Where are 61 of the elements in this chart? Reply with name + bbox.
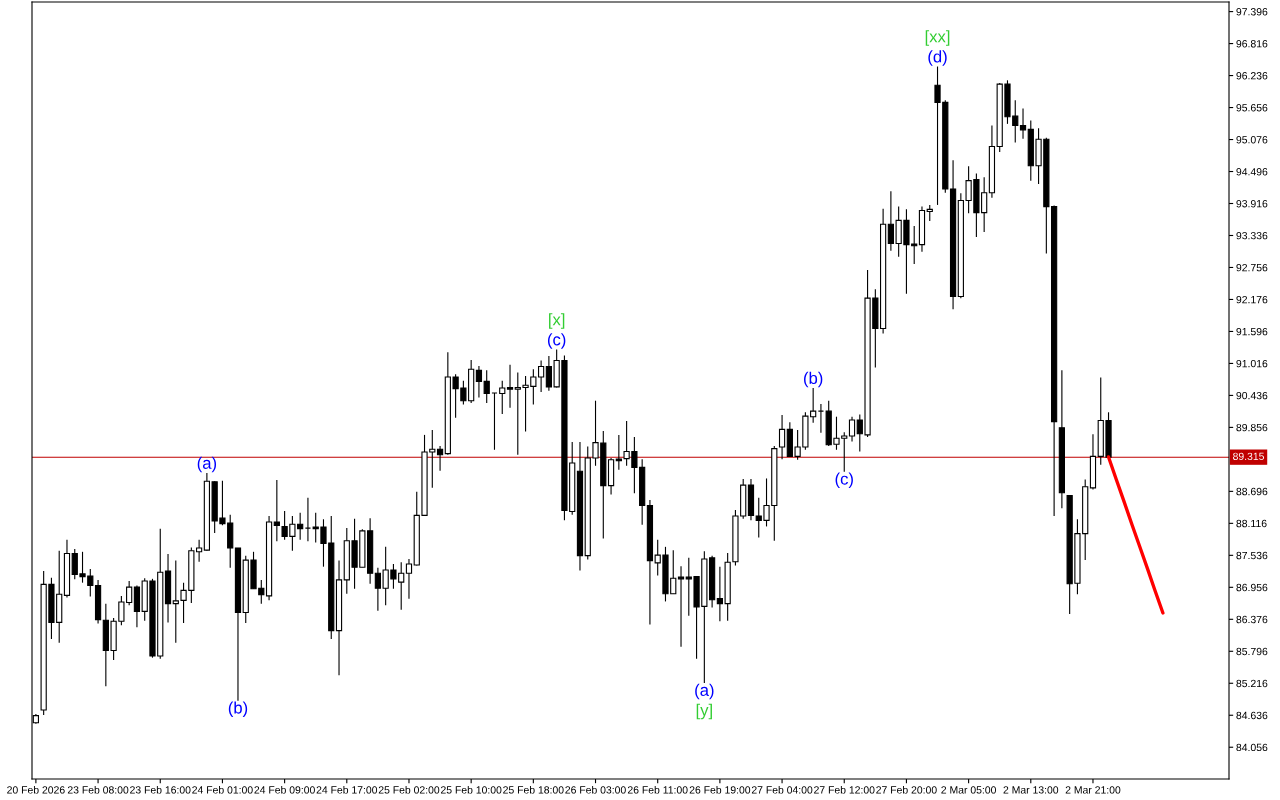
x-tick-label: 27 Feb 20:00 (876, 785, 937, 794)
y-tick-label: 86.956 (1236, 583, 1268, 592)
annotation: [y] (696, 703, 712, 720)
x-tick-label: 23 Feb 16:00 (130, 785, 191, 794)
y-tick-label: 93.916 (1236, 200, 1268, 208)
x-tick-label: 27 Feb 04:00 (751, 785, 813, 794)
annotation: (a) (695, 683, 714, 700)
annotation: (c) (547, 333, 566, 349)
y-tick-label: 92.176 (1236, 295, 1268, 304)
candlestick (273, 479, 280, 542)
y-tick-label: 84.636 (1236, 711, 1268, 720)
x-tick-label: 26 Feb 19:00 (689, 785, 751, 794)
y-tick-label: 93.336 (1236, 231, 1268, 240)
x-tick-label: 25 Feb 02:00 (378, 785, 440, 794)
y-tick-label: 95.076 (1236, 136, 1268, 144)
candlestick (499, 380, 506, 415)
y-tick-label: 87.536 (1236, 551, 1268, 560)
candlestick (405, 558, 413, 600)
y-tick-label: 88.696 (1236, 487, 1268, 496)
candlestick (491, 392, 498, 451)
ref-line-label: 89.315 (1233, 452, 1265, 461)
annotation: (b) (228, 701, 248, 717)
y-tick-label: 97.396 (1236, 8, 1268, 16)
y-tick-label: 96.236 (1236, 72, 1268, 80)
y-tick-label: 90.436 (1236, 391, 1268, 400)
annotation: (c) (835, 472, 853, 489)
y-tick-label: 96.816 (1236, 40, 1268, 48)
candlestick (778, 414, 786, 460)
y-tick-label: 92.756 (1236, 263, 1268, 272)
x-tick-label: 24 Feb 17:00 (316, 785, 378, 794)
y-tick-label: 86.376 (1236, 615, 1268, 624)
x-tick-label: 2 Mar 13:00 (1003, 786, 1059, 794)
annotation: (b) (804, 371, 823, 388)
y-tick-label: 91.016 (1236, 359, 1268, 368)
y-tick-label: 95.656 (1236, 104, 1268, 112)
x-tick-label: 23 Feb 08:00 (67, 785, 129, 794)
candlestick (848, 416, 856, 443)
y-tick-label: 91.596 (1236, 327, 1268, 336)
x-tick-label: 26 Feb 11:00 (627, 785, 688, 794)
x-tick-label: 20 Feb 2026 (7, 785, 65, 794)
x-tick-label: 24 Feb 01:00 (192, 785, 253, 794)
annotation: [x] (549, 313, 565, 329)
x-tick-label: 25 Feb 10:00 (440, 785, 502, 794)
y-tick-label: 89.856 (1236, 423, 1268, 432)
y-tick-label: 84.056 (1236, 743, 1268, 752)
annotation: [xx] (925, 30, 950, 46)
y-tick-label: 85.216 (1236, 679, 1268, 688)
candlestick (1019, 107, 1027, 140)
x-tick-label: 25 Feb 18:00 (503, 785, 564, 794)
x-tick-label: 27 Feb 12:00 (814, 785, 875, 794)
x-tick-label: 2 Mar 21:00 (1065, 786, 1121, 794)
annotation: (a) (197, 456, 217, 473)
x-tick-label: 24 Feb 09:00 (254, 785, 315, 794)
y-tick-label: 85.796 (1236, 647, 1268, 656)
y-tick-label: 88.116 (1236, 519, 1267, 528)
candlestick (304, 497, 312, 542)
x-tick-label: 2 Mar 05:00 (941, 786, 996, 794)
annotation: (d) (928, 50, 947, 66)
y-tick-label: 94.496 (1236, 168, 1268, 176)
x-tick-label: 26 Feb 03:00 (565, 785, 626, 794)
candlestick (506, 364, 514, 409)
